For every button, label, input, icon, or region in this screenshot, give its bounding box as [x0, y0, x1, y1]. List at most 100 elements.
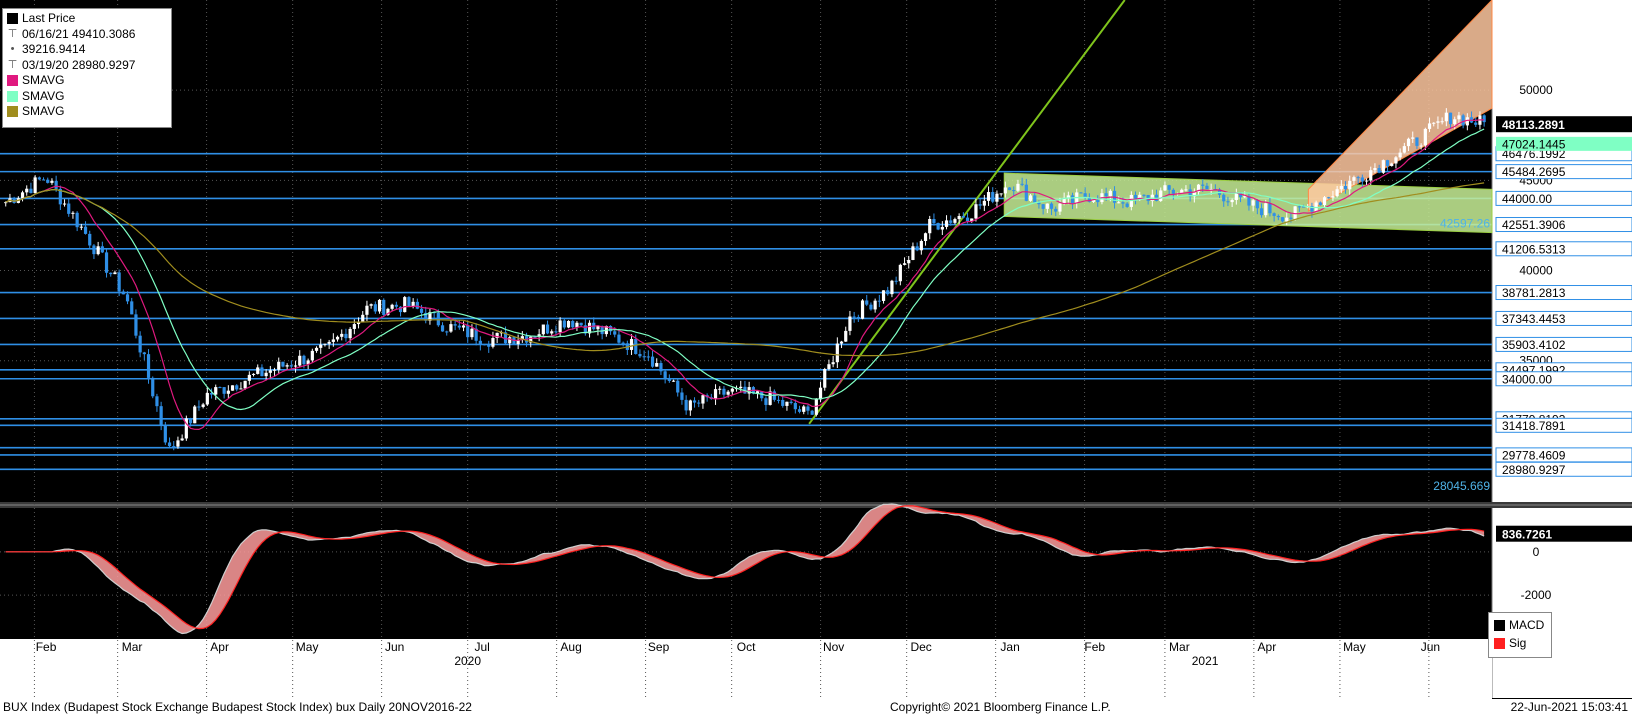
- level-label: 44000.00: [1502, 192, 1552, 206]
- candle-body: [1461, 115, 1465, 126]
- candle-body: [1453, 119, 1457, 125]
- candle-body: [461, 325, 466, 328]
- candle-body: [428, 312, 432, 321]
- candle-body: [1457, 115, 1461, 120]
- candle-body: [230, 385, 235, 391]
- candle-body: [37, 177, 41, 180]
- macd-tick-label: -2000: [1521, 588, 1552, 602]
- candle-body: [470, 328, 474, 338]
- candle-body: [608, 325, 613, 332]
- candle-body: [1167, 185, 1171, 190]
- candle-body: [1364, 180, 1369, 182]
- candle-body: [138, 335, 142, 353]
- candle-body: [88, 233, 92, 246]
- candle-body: [671, 380, 676, 382]
- candle-body: [1070, 195, 1075, 204]
- square-icon-icon: [7, 13, 18, 25]
- candle-body: [264, 372, 268, 377]
- candle-body: [982, 200, 986, 206]
- candle-body: [1276, 215, 1280, 218]
- candle-body: [1264, 203, 1268, 216]
- legend-label: SMAVG: [22, 73, 65, 87]
- candle-body: [684, 399, 688, 411]
- candle-body: [873, 300, 877, 310]
- candle-body: [495, 332, 499, 339]
- candle-body: [621, 342, 625, 344]
- annotation-label: 28045.669: [1433, 479, 1490, 493]
- legend-item: • 39216.9414: [7, 42, 167, 58]
- candle-body: [1205, 185, 1209, 190]
- macd-legend: MACD Sig: [1488, 612, 1552, 658]
- candle-body: [1390, 163, 1394, 166]
- footer-copyright: Copyright© 2021 Bloomberg Finance L.P.: [890, 700, 1111, 714]
- level-label: 31418.7891: [1502, 419, 1566, 433]
- level-label: 41206.5313: [1502, 242, 1566, 256]
- candle-body: [1289, 217, 1293, 219]
- candle-body: [172, 446, 176, 448]
- candle-body: [1415, 137, 1419, 146]
- level-label: 45484.2695: [1502, 165, 1566, 179]
- level-label-box: [1495, 217, 1632, 233]
- candle-body: [356, 322, 361, 325]
- candle-body: [67, 203, 71, 214]
- candle-body: [1394, 157, 1398, 164]
- low-marker-icon: ⊤: [7, 58, 18, 71]
- candle-body: [453, 324, 457, 326]
- candle-body: [907, 259, 911, 264]
- x-tick-label: Feb: [1084, 640, 1105, 654]
- legend-label: 03/19/20 28980.9297: [22, 57, 136, 72]
- candle-body: [823, 368, 827, 388]
- annotation-label: 42597.26: [1440, 217, 1490, 231]
- candle-body: [390, 304, 394, 309]
- candle-body: [239, 388, 243, 390]
- candle-body: [1192, 191, 1196, 197]
- candle-body: [323, 343, 327, 345]
- candle-body: [71, 212, 75, 214]
- candle-body: [533, 336, 537, 338]
- candle-body: [1352, 177, 1356, 181]
- candle-body: [247, 374, 251, 381]
- candle-body: [1377, 168, 1381, 173]
- candle-body: [1020, 183, 1024, 185]
- candle-body: [583, 325, 587, 334]
- candle-body: [730, 388, 734, 392]
- level-label: 34000.00: [1502, 372, 1552, 386]
- candle-body: [445, 331, 449, 333]
- candle-body: [327, 341, 331, 344]
- candle-body: [235, 385, 239, 390]
- candle-body: [856, 316, 860, 319]
- candle-body: [289, 365, 293, 367]
- candle-body: [281, 361, 285, 367]
- candle-body: [25, 188, 29, 193]
- legend-label: Sig: [1509, 636, 1527, 650]
- candle-body: [1427, 123, 1432, 129]
- candle-body: [243, 380, 247, 389]
- candle-body: [121, 291, 125, 295]
- high-marker-icon: ⊤: [7, 27, 18, 40]
- x-tick-label: Sep: [648, 640, 670, 654]
- candle-body: [1251, 200, 1255, 206]
- candle-body: [810, 410, 814, 415]
- candle-body: [386, 308, 390, 315]
- candle-body: [642, 356, 646, 358]
- candle-body: [667, 377, 671, 381]
- candle-body: [545, 324, 550, 334]
- candle-body: [1079, 192, 1083, 194]
- candle-body: [596, 326, 600, 330]
- candle-body: [205, 393, 209, 405]
- candle-body: [487, 344, 491, 347]
- x-tick-label: Nov: [823, 640, 844, 654]
- candle-body: [957, 216, 961, 220]
- candle-body: [1180, 189, 1184, 194]
- candle-body: [1247, 196, 1251, 206]
- candle-body: [167, 442, 172, 447]
- level-label-box: [1495, 461, 1632, 477]
- candle-body: [676, 380, 680, 393]
- legend-label: Last Price: [22, 11, 76, 25]
- candle-body: [218, 387, 222, 389]
- candle-body: [415, 301, 419, 309]
- candle-body: [260, 367, 264, 377]
- candle-body: [1066, 195, 1070, 198]
- candle-body: [650, 356, 655, 367]
